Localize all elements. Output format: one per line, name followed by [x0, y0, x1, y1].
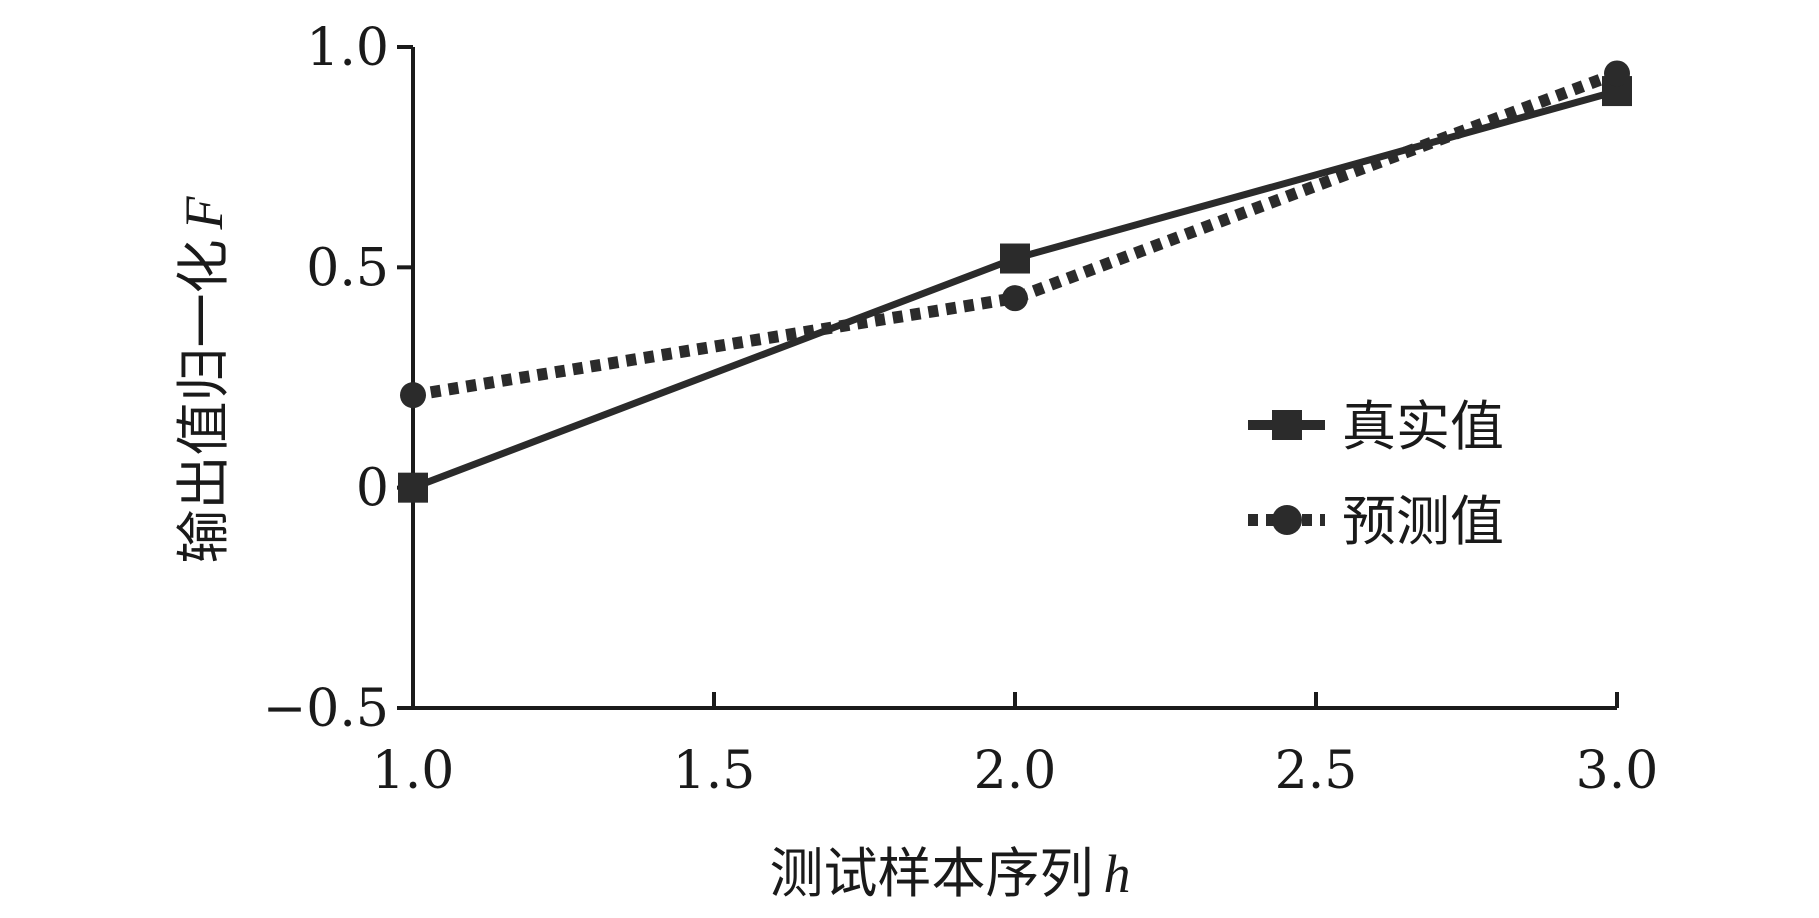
x-tick-label: 2.5 — [1275, 741, 1358, 801]
legend-predicted-label: 预测值 — [1342, 490, 1504, 553]
predicted-data-point — [400, 382, 426, 409]
legend-actual-square-marker — [1272, 410, 1302, 440]
x-axis-title-text: 测试样本序列 — [770, 842, 1094, 905]
x-tick-label: 3.0 — [1576, 741, 1659, 801]
legend-item-actual: 真实值 — [1248, 395, 1504, 458]
series-line-predicted — [412, 67, 1620, 402]
actual-data-point — [398, 472, 428, 503]
y-tick-label: 0.5 — [306, 238, 389, 298]
y-axis-title: 输出值归一化 F — [172, 196, 235, 564]
legend-actual-label: 真实值 — [1342, 395, 1504, 458]
x-axis-title-variable: h — [1104, 844, 1131, 904]
x-tick-label: 1.0 — [372, 741, 455, 801]
y-axis-title-text: 输出值归一化 — [172, 240, 235, 564]
series-layer — [398, 60, 1632, 503]
legend: 真实值 预测值 — [1248, 395, 1504, 553]
predicted-data-point — [1604, 60, 1630, 87]
y-tick-label: 1.0 — [306, 18, 389, 78]
predicted-data-point — [1002, 285, 1028, 312]
legend-predicted-circle-marker — [1272, 505, 1302, 535]
y-tick-label: 0 — [356, 459, 389, 519]
x-tick-group: 1.0 1.5 2.0 2.5 3.0 — [372, 692, 1659, 801]
x-tick-label: 2.0 — [974, 741, 1057, 801]
y-tick-group: −0.5 0 0.5 1.0 — [263, 18, 413, 739]
actual-data-point — [1000, 243, 1030, 274]
y-tick-label: −0.5 — [263, 679, 389, 739]
legend-item-predicted: 预测值 — [1248, 490, 1504, 553]
y-axis-title-variable: F — [174, 196, 234, 231]
x-tick-label: 1.5 — [673, 741, 756, 801]
x-axis-title: 测试样本序列 h — [770, 842, 1131, 905]
